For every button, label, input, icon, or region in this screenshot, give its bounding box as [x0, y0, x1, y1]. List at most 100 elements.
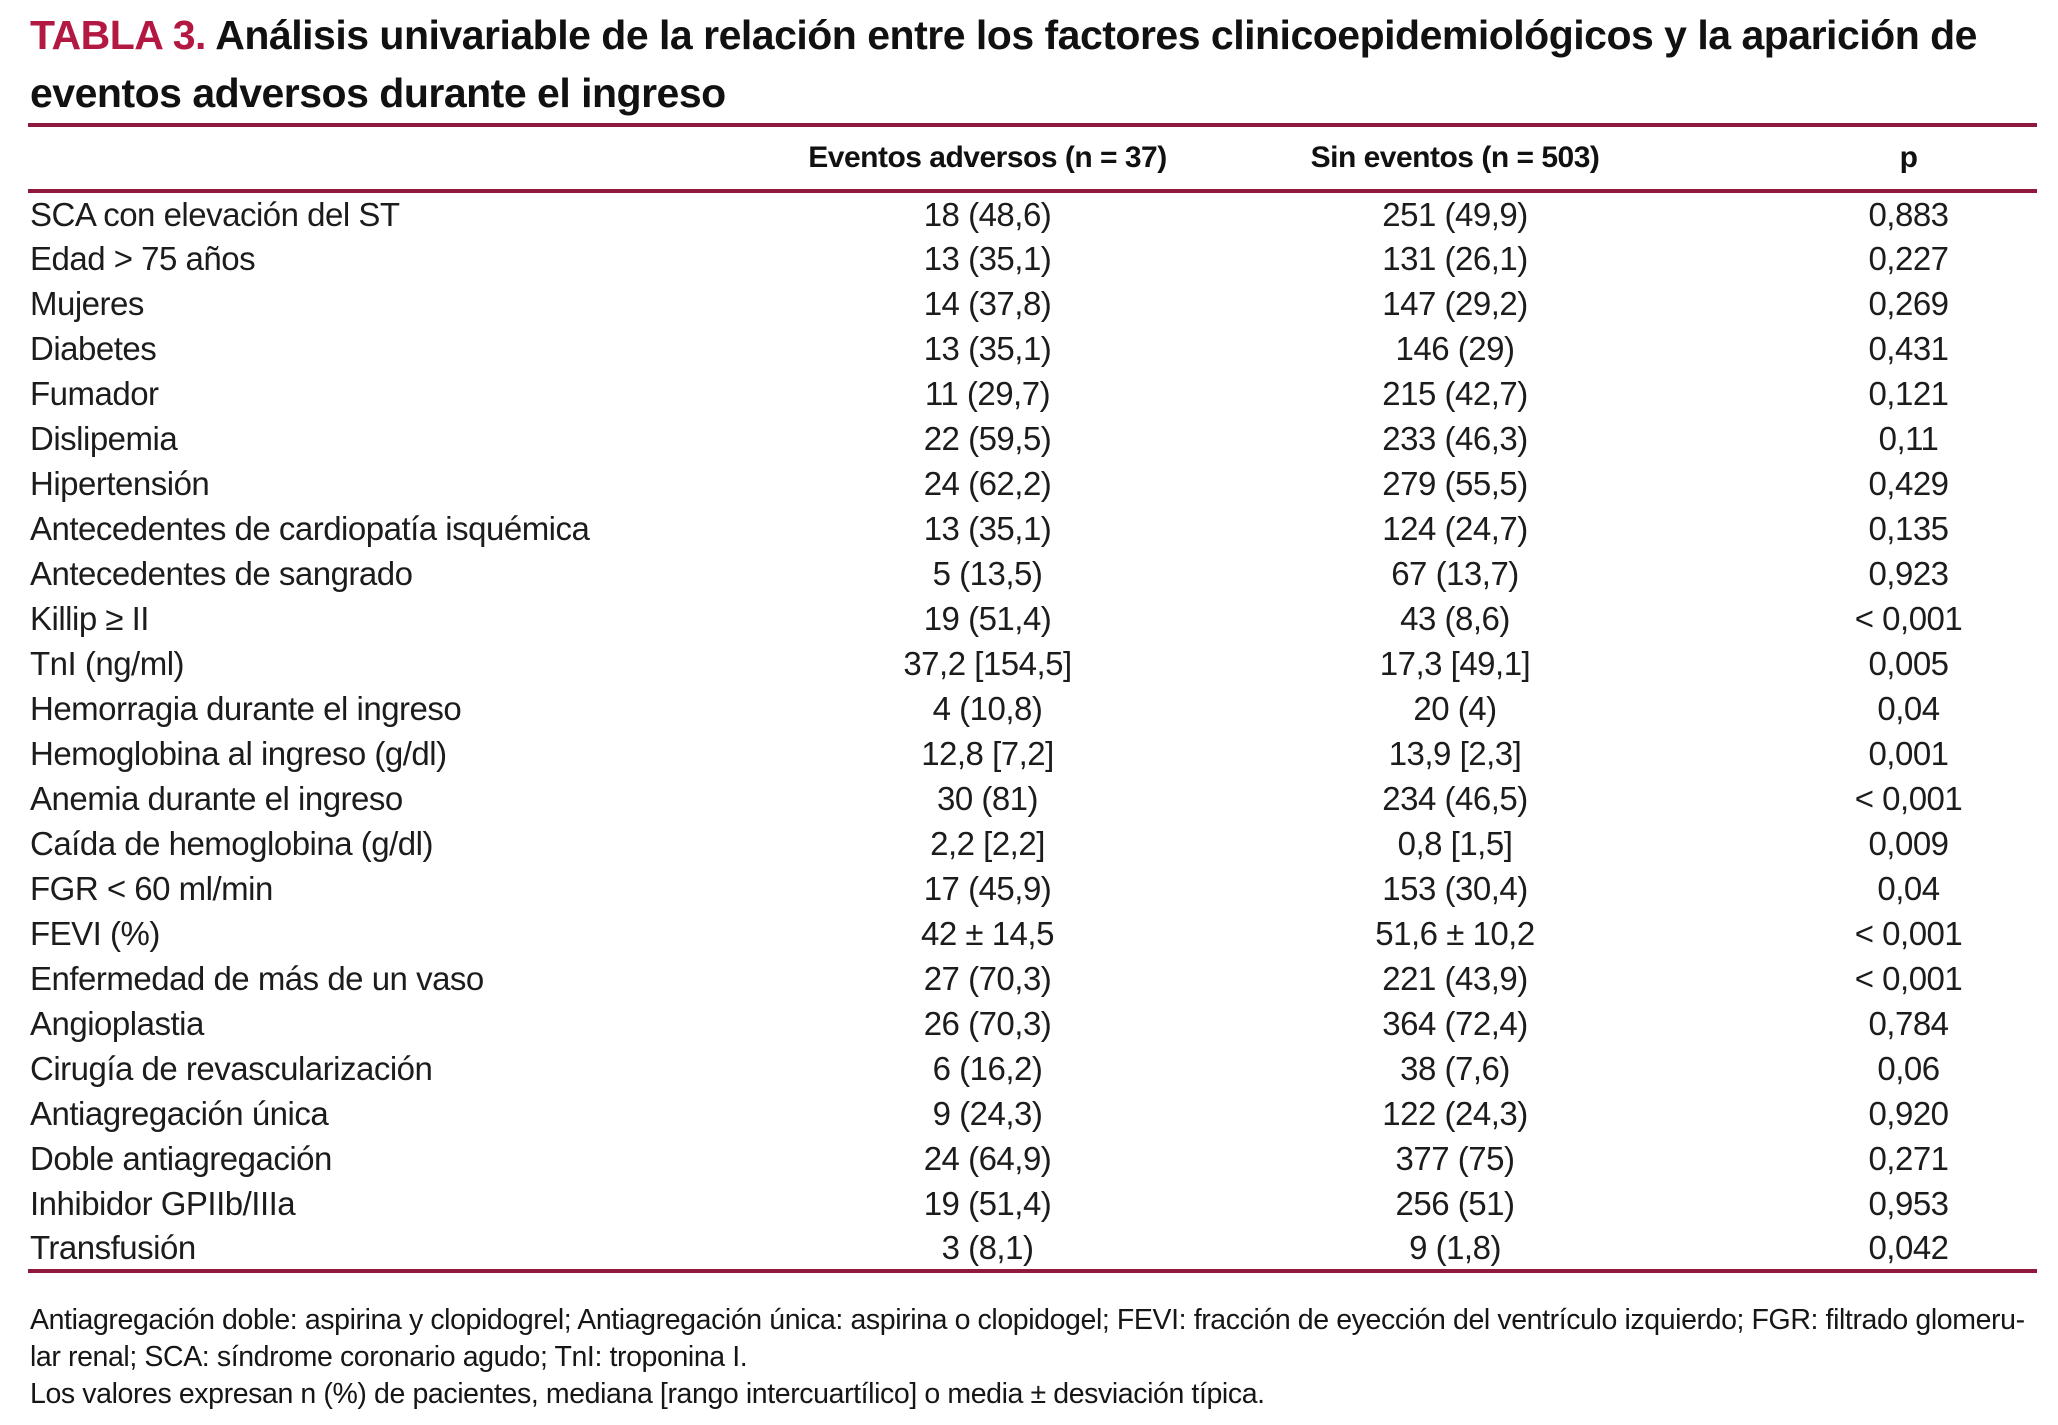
- cell-p-value: 0,227: [1868, 239, 1949, 277]
- cell-p-value: 0,005: [1868, 644, 1949, 682]
- row-label: Mujeres: [30, 284, 144, 322]
- row-label: Edad > 75 años: [30, 239, 256, 277]
- cell-adverse-events: 22 (59,5): [923, 419, 1052, 457]
- table-footnotes: Antiagregación doble: aspirina y clopido…: [30, 1302, 2030, 1413]
- table-row: Killip ≥ II 19 (51,4) 43 (8,6) < 0,001: [28, 596, 2037, 641]
- row-label: Hemorragia durante el ingreso: [30, 689, 462, 727]
- cell-p-value: 0,06: [1877, 1049, 1940, 1087]
- cell-no-events: 364 (72,4): [1382, 1004, 1528, 1042]
- row-label: Killip ≥ II: [30, 599, 149, 637]
- cell-no-events: 251 (49,9): [1382, 195, 1528, 233]
- cell-adverse-events: 37,2 [154,5]: [903, 644, 1072, 682]
- cell-adverse-events: 6 (16,2): [932, 1049, 1043, 1087]
- table-row: Transfusión 3 (8,1) 9 (1,8) 0,042: [28, 1226, 2037, 1271]
- cell-p-value: 0,883: [1868, 195, 1949, 233]
- table-row: Antiagregación única 9 (24,3) 122 (24,3) 0,…: [28, 1091, 2037, 1136]
- cell-adverse-events: 24 (64,9): [923, 1139, 1052, 1177]
- row-label: Diabetes: [30, 329, 157, 367]
- table-row: Antecedentes de sangrado 5 (13,5) 67 (13,7…: [28, 551, 2037, 596]
- cell-no-events: 146 (29): [1395, 329, 1515, 367]
- table-row: Hemoglobina al ingreso (g/dl) 12,8 [7,2] 1…: [28, 731, 2037, 776]
- univariable-analysis-table: Eventos adversos (n = 37) Sin eventos (n…: [28, 123, 2037, 1273]
- cell-adverse-events: 18 (48,6): [923, 195, 1052, 233]
- cell-adverse-events: 12,8 [7,2]: [921, 734, 1054, 772]
- cell-no-events: 38 (7,6): [1400, 1049, 1510, 1087]
- cell-p-value: 0,271: [1868, 1139, 1949, 1177]
- cell-p-value: 0,269: [1868, 284, 1949, 322]
- cell-p-value: 0,429: [1868, 464, 1949, 502]
- table-row: Anemia durante el ingreso 30 (81) 234 (46,…: [28, 776, 2037, 821]
- table-row: Cirugía de revascularización 6 (16,2) 38 (…: [28, 1046, 2037, 1091]
- table-row: Hipertensión 24 (62,2) 279 (55,5) 0,429: [28, 461, 2037, 506]
- cell-p-value: 0,135: [1868, 509, 1949, 547]
- footnote-abbreviations-line-1: Antiagregación doble: aspirina y clopido…: [30, 1304, 2025, 1336]
- cell-no-events: 9 (1,8): [1409, 1228, 1501, 1266]
- header-adverse-events: Eventos adversos (n = 37): [760, 125, 1215, 193]
- cell-no-events: 0,8 [1,5]: [1397, 824, 1513, 862]
- cell-no-events: 51,6 ± 10,2: [1375, 914, 1535, 952]
- row-label: Fumador: [30, 374, 159, 412]
- cell-no-events: 43 (8,6): [1400, 599, 1510, 637]
- row-label: Antecedentes de cardiopatía isquémica: [30, 509, 590, 547]
- cell-p-value: 0,784: [1868, 1004, 1949, 1042]
- table-title-text: Análisis univariable de la relación entr…: [30, 12, 1977, 116]
- cell-p-value: 0,920: [1868, 1094, 1949, 1132]
- row-label: FEVI (%): [30, 914, 160, 952]
- table-row: Antecedentes de cardiopatía isquémica 13 …: [28, 506, 2037, 551]
- cell-no-events: 20 (4): [1413, 689, 1497, 727]
- table-title: TABLA 3. Análisis univariable de la rela…: [30, 6, 1995, 122]
- row-label: Cirugía de revascularización: [30, 1049, 433, 1087]
- cell-adverse-events: 13 (35,1): [923, 329, 1052, 367]
- header-no-events: Sin eventos (n = 503): [1215, 125, 1695, 193]
- cell-no-events: 153 (30,4): [1382, 869, 1528, 907]
- cell-no-events: 256 (51): [1395, 1184, 1515, 1222]
- row-label: Hemoglobina al ingreso (g/dl): [30, 734, 447, 772]
- row-label: Anemia durante el ingreso: [30, 779, 403, 817]
- table-row: Hemorragia durante el ingreso 4 (10,8) 20 …: [28, 686, 2037, 731]
- cell-no-events: 67 (13,7): [1391, 554, 1519, 592]
- cell-p-value: 0,121: [1868, 374, 1949, 412]
- row-label: Antiagregación única: [30, 1094, 329, 1132]
- row-label: FGR < 60 ml/min: [30, 869, 273, 907]
- cell-no-events: 131 (26,1): [1382, 239, 1528, 277]
- cell-p-value: < 0,001: [1854, 914, 1963, 952]
- cell-adverse-events: 24 (62,2): [923, 464, 1052, 502]
- cell-p-value: < 0,001: [1854, 599, 1963, 637]
- cell-adverse-events: 14 (37,8): [923, 284, 1052, 322]
- table-row: Dislipemia 22 (59,5) 233 (46,3) 0,11: [28, 416, 2037, 461]
- cell-p-value: 0,001: [1868, 734, 1949, 772]
- cell-p-value: 0,11: [1878, 419, 1939, 457]
- cell-p-value: < 0,001: [1854, 959, 1963, 997]
- header-row: Eventos adversos (n = 37) Sin eventos (n…: [28, 125, 2037, 193]
- table-header: Eventos adversos (n = 37) Sin eventos (n…: [28, 125, 2037, 193]
- cell-no-events: 221 (43,9): [1382, 959, 1528, 997]
- cell-adverse-events: 11 (29,7): [924, 374, 1051, 412]
- cell-adverse-events: 13 (35,1): [923, 509, 1052, 547]
- cell-no-events: 279 (55,5): [1382, 464, 1528, 502]
- cell-p-value: 0,953: [1868, 1184, 1949, 1222]
- cell-p-value: 0,04: [1877, 869, 1940, 907]
- cell-adverse-events: 5 (13,5): [932, 554, 1043, 592]
- cell-adverse-events: 42 ± 14,5: [921, 914, 1054, 952]
- row-label: Dislipemia: [30, 419, 178, 457]
- row-label: Angioplastia: [30, 1004, 204, 1042]
- cell-adverse-events: 17 (45,9): [923, 869, 1052, 907]
- table-row: Angioplastia 26 (70,3) 364 (72,4) 0,784: [28, 1001, 2037, 1046]
- row-label: Antecedentes de sangrado: [30, 554, 413, 592]
- table-row: Diabetes 13 (35,1) 146 (29) 0,431: [28, 326, 2037, 371]
- table-row: Caída de hemoglobina (g/dl) 2,2 [2,2] 0,8 …: [28, 821, 2037, 866]
- table-row: Doble antiagregación 24 (64,9) 377 (75) 0,2…: [28, 1136, 2037, 1181]
- cell-no-events: 234 (46,5): [1382, 779, 1528, 817]
- cell-no-events: 233 (46,3): [1382, 419, 1528, 457]
- cell-p-value: 0,431: [1868, 329, 1949, 367]
- table-body: SCA con elevación del ST 18 (48,6) 251 (49…: [28, 191, 2037, 1271]
- row-label: Enfermedad de más de un vaso: [30, 959, 484, 997]
- cell-adverse-events: 2,2 [2,2]: [930, 824, 1045, 862]
- cell-adverse-events: 9 (24,3): [932, 1094, 1043, 1132]
- row-label: TnI (ng/ml): [30, 644, 185, 682]
- row-label: Inhibidor GPIIb/IIIa: [30, 1184, 296, 1222]
- footnote-values-note: Los valores expresan n (%) de pacientes,…: [30, 1378, 1265, 1410]
- row-label: Hipertensión: [30, 464, 210, 502]
- table-row: Enfermedad de más de un vaso 27 (70,3) 221…: [28, 956, 2037, 1001]
